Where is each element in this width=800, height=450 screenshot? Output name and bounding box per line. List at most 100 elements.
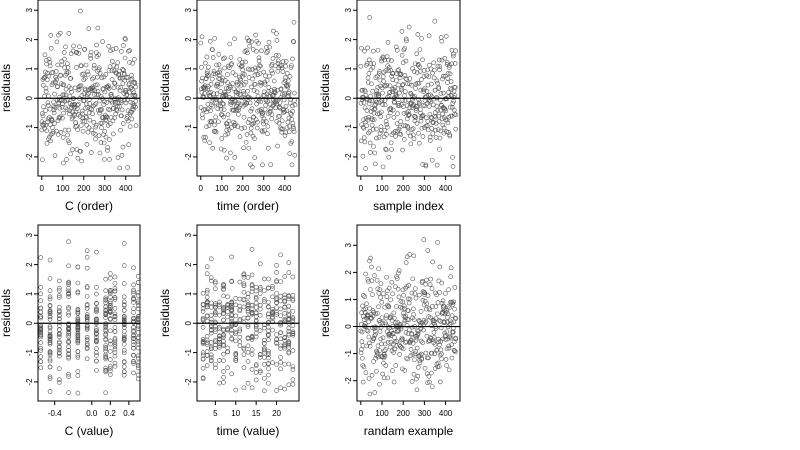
data-point: [112, 363, 118, 369]
data-point: [83, 87, 88, 93]
data-point: [408, 133, 413, 139]
data-point: [373, 356, 378, 361]
data-point: [436, 57, 442, 63]
data-point: [121, 67, 126, 73]
data-point: [221, 287, 226, 292]
data-point: [135, 330, 141, 335]
data-point: [108, 303, 113, 308]
data-point: [94, 339, 99, 345]
data-point: [94, 249, 99, 255]
data-point: [370, 88, 375, 94]
data-point: [131, 332, 136, 338]
data-point: [250, 164, 255, 170]
data-point: [93, 136, 98, 142]
data-point: [90, 76, 95, 82]
data-point: [115, 84, 121, 90]
data-point: [47, 311, 53, 316]
data-point: [57, 332, 62, 337]
data-point: [113, 46, 119, 51]
data-point: [112, 295, 118, 300]
data-point: [84, 316, 90, 322]
y-tick-label: 2: [344, 270, 353, 275]
data-point: [275, 143, 280, 149]
data-point: [381, 78, 387, 84]
data-point: [414, 335, 420, 341]
data-point: [231, 108, 237, 113]
data-point: [420, 134, 426, 139]
data-point: [204, 54, 210, 60]
data-point: [131, 295, 136, 301]
data-point: [57, 340, 62, 346]
data-point: [396, 100, 401, 106]
data-point: [393, 44, 399, 50]
data-point: [285, 82, 291, 88]
data-point: [57, 339, 62, 345]
data-point: [361, 100, 367, 105]
data-point: [254, 125, 260, 131]
data-point: [274, 270, 279, 275]
data-point: [41, 123, 46, 128]
data-point: [360, 379, 366, 385]
data-point: [55, 84, 60, 90]
data-point: [380, 90, 385, 96]
x-tick-label: 100: [215, 184, 229, 193]
data-point: [114, 108, 120, 113]
data-point: [379, 341, 384, 347]
data-point: [372, 161, 378, 167]
data-point: [412, 357, 417, 363]
data-point: [119, 113, 124, 119]
data-point: [38, 305, 44, 311]
data-point: [427, 282, 433, 287]
data-point: [363, 370, 369, 376]
data-point: [257, 312, 263, 318]
data-point: [204, 334, 210, 339]
data-point: [39, 111, 45, 116]
data-point: [414, 376, 419, 382]
data-point: [414, 333, 419, 339]
data-point: [366, 376, 372, 381]
data-point: [206, 64, 211, 70]
data-point: [253, 326, 259, 332]
data-point: [290, 120, 296, 126]
data-point: [214, 62, 219, 68]
data-point: [68, 86, 74, 91]
data-point: [213, 129, 219, 135]
data-point: [290, 108, 296, 114]
data-point: [435, 360, 441, 366]
data-point: [384, 329, 390, 335]
data-point: [282, 361, 288, 367]
data-point: [108, 328, 113, 334]
data-point: [78, 83, 84, 88]
data-point: [108, 289, 113, 295]
data-point: [133, 104, 138, 110]
data-point: [280, 59, 286, 64]
data-point: [416, 97, 421, 102]
data-point: [66, 371, 71, 377]
data-point: [245, 291, 251, 297]
data-point: [291, 39, 297, 45]
data-point: [372, 273, 377, 278]
data-point: [271, 78, 277, 84]
data-point: [417, 319, 422, 324]
data-point: [451, 319, 457, 325]
data-point: [47, 389, 53, 394]
data-point: [429, 384, 435, 389]
data-point: [85, 129, 91, 135]
y-tick-label: 1: [184, 291, 193, 296]
data-point: [408, 353, 414, 358]
data-point: [414, 51, 420, 57]
data-point: [245, 294, 251, 300]
data-point: [274, 291, 279, 296]
data-point: [359, 355, 365, 361]
data-point: [60, 135, 66, 140]
data-point: [202, 107, 208, 112]
data-point: [282, 295, 288, 301]
data-point: [280, 91, 285, 97]
data-point: [135, 353, 141, 359]
data-point: [272, 90, 278, 96]
data-point: [428, 114, 434, 120]
data-point: [225, 304, 230, 310]
data-point: [367, 343, 373, 349]
data-point: [261, 116, 267, 121]
data-point: [262, 355, 267, 360]
